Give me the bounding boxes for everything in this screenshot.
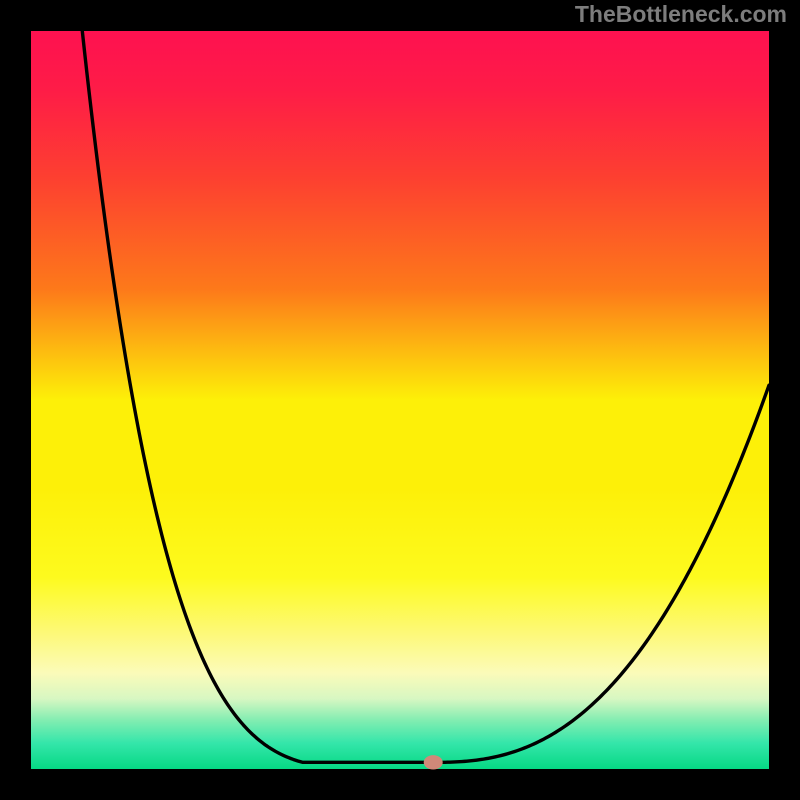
chart-plot-area bbox=[31, 31, 769, 769]
optimal-point-marker bbox=[424, 755, 443, 769]
attribution-text: TheBottleneck.com bbox=[575, 1, 787, 27]
bottleneck-chart: TheBottleneck.com bbox=[0, 0, 800, 800]
